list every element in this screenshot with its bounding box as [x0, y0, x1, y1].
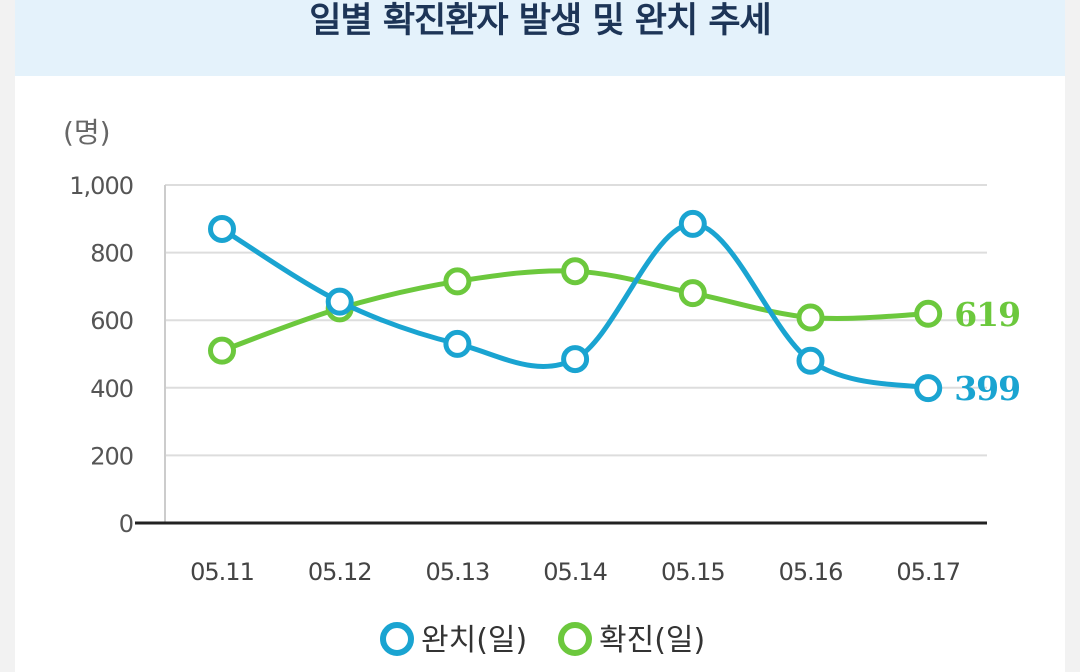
x-tick-label: 05.12	[308, 558, 372, 586]
legend-item-recovered: 완치(일)	[380, 622, 527, 658]
x-tick-label: 05.13	[426, 558, 490, 586]
series-recovered: 399	[208, 209, 1021, 408]
legend-label: 완치(일)	[421, 623, 527, 658]
data-point	[208, 214, 236, 243]
legend-label: 확진(일)	[599, 623, 705, 658]
x-tick-label: 05.17	[896, 558, 960, 586]
y-tick-label: 0	[119, 510, 133, 538]
chart-header: 일별 확진환자 발생 및 완치 추세	[15, 0, 1065, 76]
y-tick-label: 200	[90, 442, 133, 470]
x-tick-label: 05.14	[543, 558, 607, 586]
x-tick-label: 05.15	[661, 558, 725, 586]
end-value-label: 619	[954, 295, 1020, 334]
legend-marker	[558, 622, 592, 656]
data-point	[561, 257, 590, 286]
y-tick-label: 1,000	[69, 172, 133, 200]
data-point	[208, 336, 236, 365]
data-point	[796, 303, 825, 332]
y-tick-label: 600	[90, 307, 133, 335]
data-point	[678, 209, 707, 238]
x-tick-label: 05.16	[779, 558, 843, 586]
data-point	[678, 279, 707, 308]
y-tick-label: 800	[90, 240, 133, 268]
data-point	[561, 345, 590, 374]
data-point	[443, 267, 472, 296]
x-tick-label: 05.11	[190, 558, 254, 586]
gridlines	[135, 184, 987, 525]
data-point	[796, 346, 825, 375]
chart-title: 일별 확진환자 발생 및 완치 추세	[309, 1, 772, 41]
data-point	[914, 299, 943, 328]
data-point	[443, 329, 472, 358]
data-point	[914, 374, 943, 403]
legend: 완치(일) 확진(일)	[380, 622, 705, 658]
legend-item-confirmed: 확진(일)	[558, 622, 705, 658]
series-lines: 619 399	[208, 209, 1021, 408]
y-tick-label: 400	[90, 375, 133, 403]
end-value-label: 399	[954, 369, 1020, 408]
y-axis-ticks: 0 200 400 600 800 1,000	[69, 172, 134, 538]
legend-marker	[380, 622, 414, 656]
data-point	[325, 287, 354, 316]
chart-card: 일별 확진환자 발생 및 완치 추세 (명) 0 200 400 600 800 1,00…	[15, 0, 1065, 672]
x-axis-ticks: 05.11 05.12 05.13 05.14 05.15 05.16 05.17	[190, 558, 961, 586]
y-axis-unit: (명)	[63, 116, 111, 149]
